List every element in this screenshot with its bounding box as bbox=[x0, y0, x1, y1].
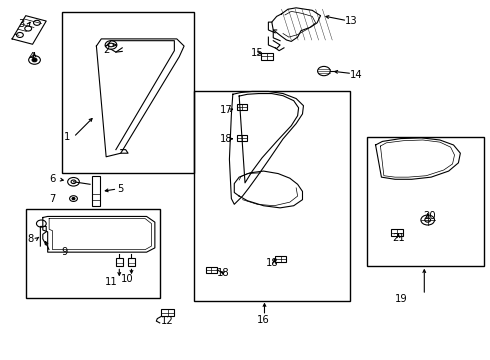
Text: 1: 1 bbox=[64, 132, 71, 142]
Circle shape bbox=[72, 198, 75, 200]
Bar bbox=[62, 12, 194, 173]
Text: 18: 18 bbox=[217, 268, 229, 278]
Text: 16: 16 bbox=[257, 315, 270, 325]
Bar bbox=[367, 137, 484, 266]
Text: 5: 5 bbox=[118, 184, 124, 194]
Text: 19: 19 bbox=[394, 294, 407, 303]
Bar bbox=[275, 256, 286, 262]
Text: 18: 18 bbox=[266, 258, 278, 268]
Text: 6: 6 bbox=[49, 174, 56, 184]
Bar bbox=[128, 257, 135, 266]
Text: 12: 12 bbox=[161, 316, 173, 326]
Bar bbox=[194, 91, 350, 301]
Bar bbox=[206, 267, 217, 273]
Bar bbox=[391, 229, 403, 237]
Bar bbox=[92, 176, 100, 206]
Bar bbox=[237, 104, 247, 111]
Text: 10: 10 bbox=[121, 274, 133, 284]
Text: 8: 8 bbox=[27, 234, 34, 244]
Text: 3: 3 bbox=[19, 18, 25, 28]
Bar bbox=[116, 257, 123, 266]
Text: 14: 14 bbox=[350, 69, 363, 80]
Text: 4: 4 bbox=[28, 52, 35, 62]
Text: 17: 17 bbox=[220, 105, 233, 115]
Bar bbox=[26, 208, 160, 298]
Bar bbox=[161, 309, 174, 316]
Text: 11: 11 bbox=[105, 277, 118, 287]
Text: 20: 20 bbox=[423, 211, 436, 221]
Bar bbox=[261, 53, 273, 60]
Bar bbox=[237, 135, 247, 141]
Text: 9: 9 bbox=[62, 247, 68, 257]
Text: 21: 21 bbox=[392, 233, 405, 243]
Text: 13: 13 bbox=[345, 16, 358, 26]
Text: 18: 18 bbox=[220, 134, 233, 144]
Text: 2: 2 bbox=[103, 45, 109, 55]
Circle shape bbox=[32, 58, 37, 62]
Text: 7: 7 bbox=[49, 194, 56, 204]
Text: 15: 15 bbox=[251, 48, 264, 58]
